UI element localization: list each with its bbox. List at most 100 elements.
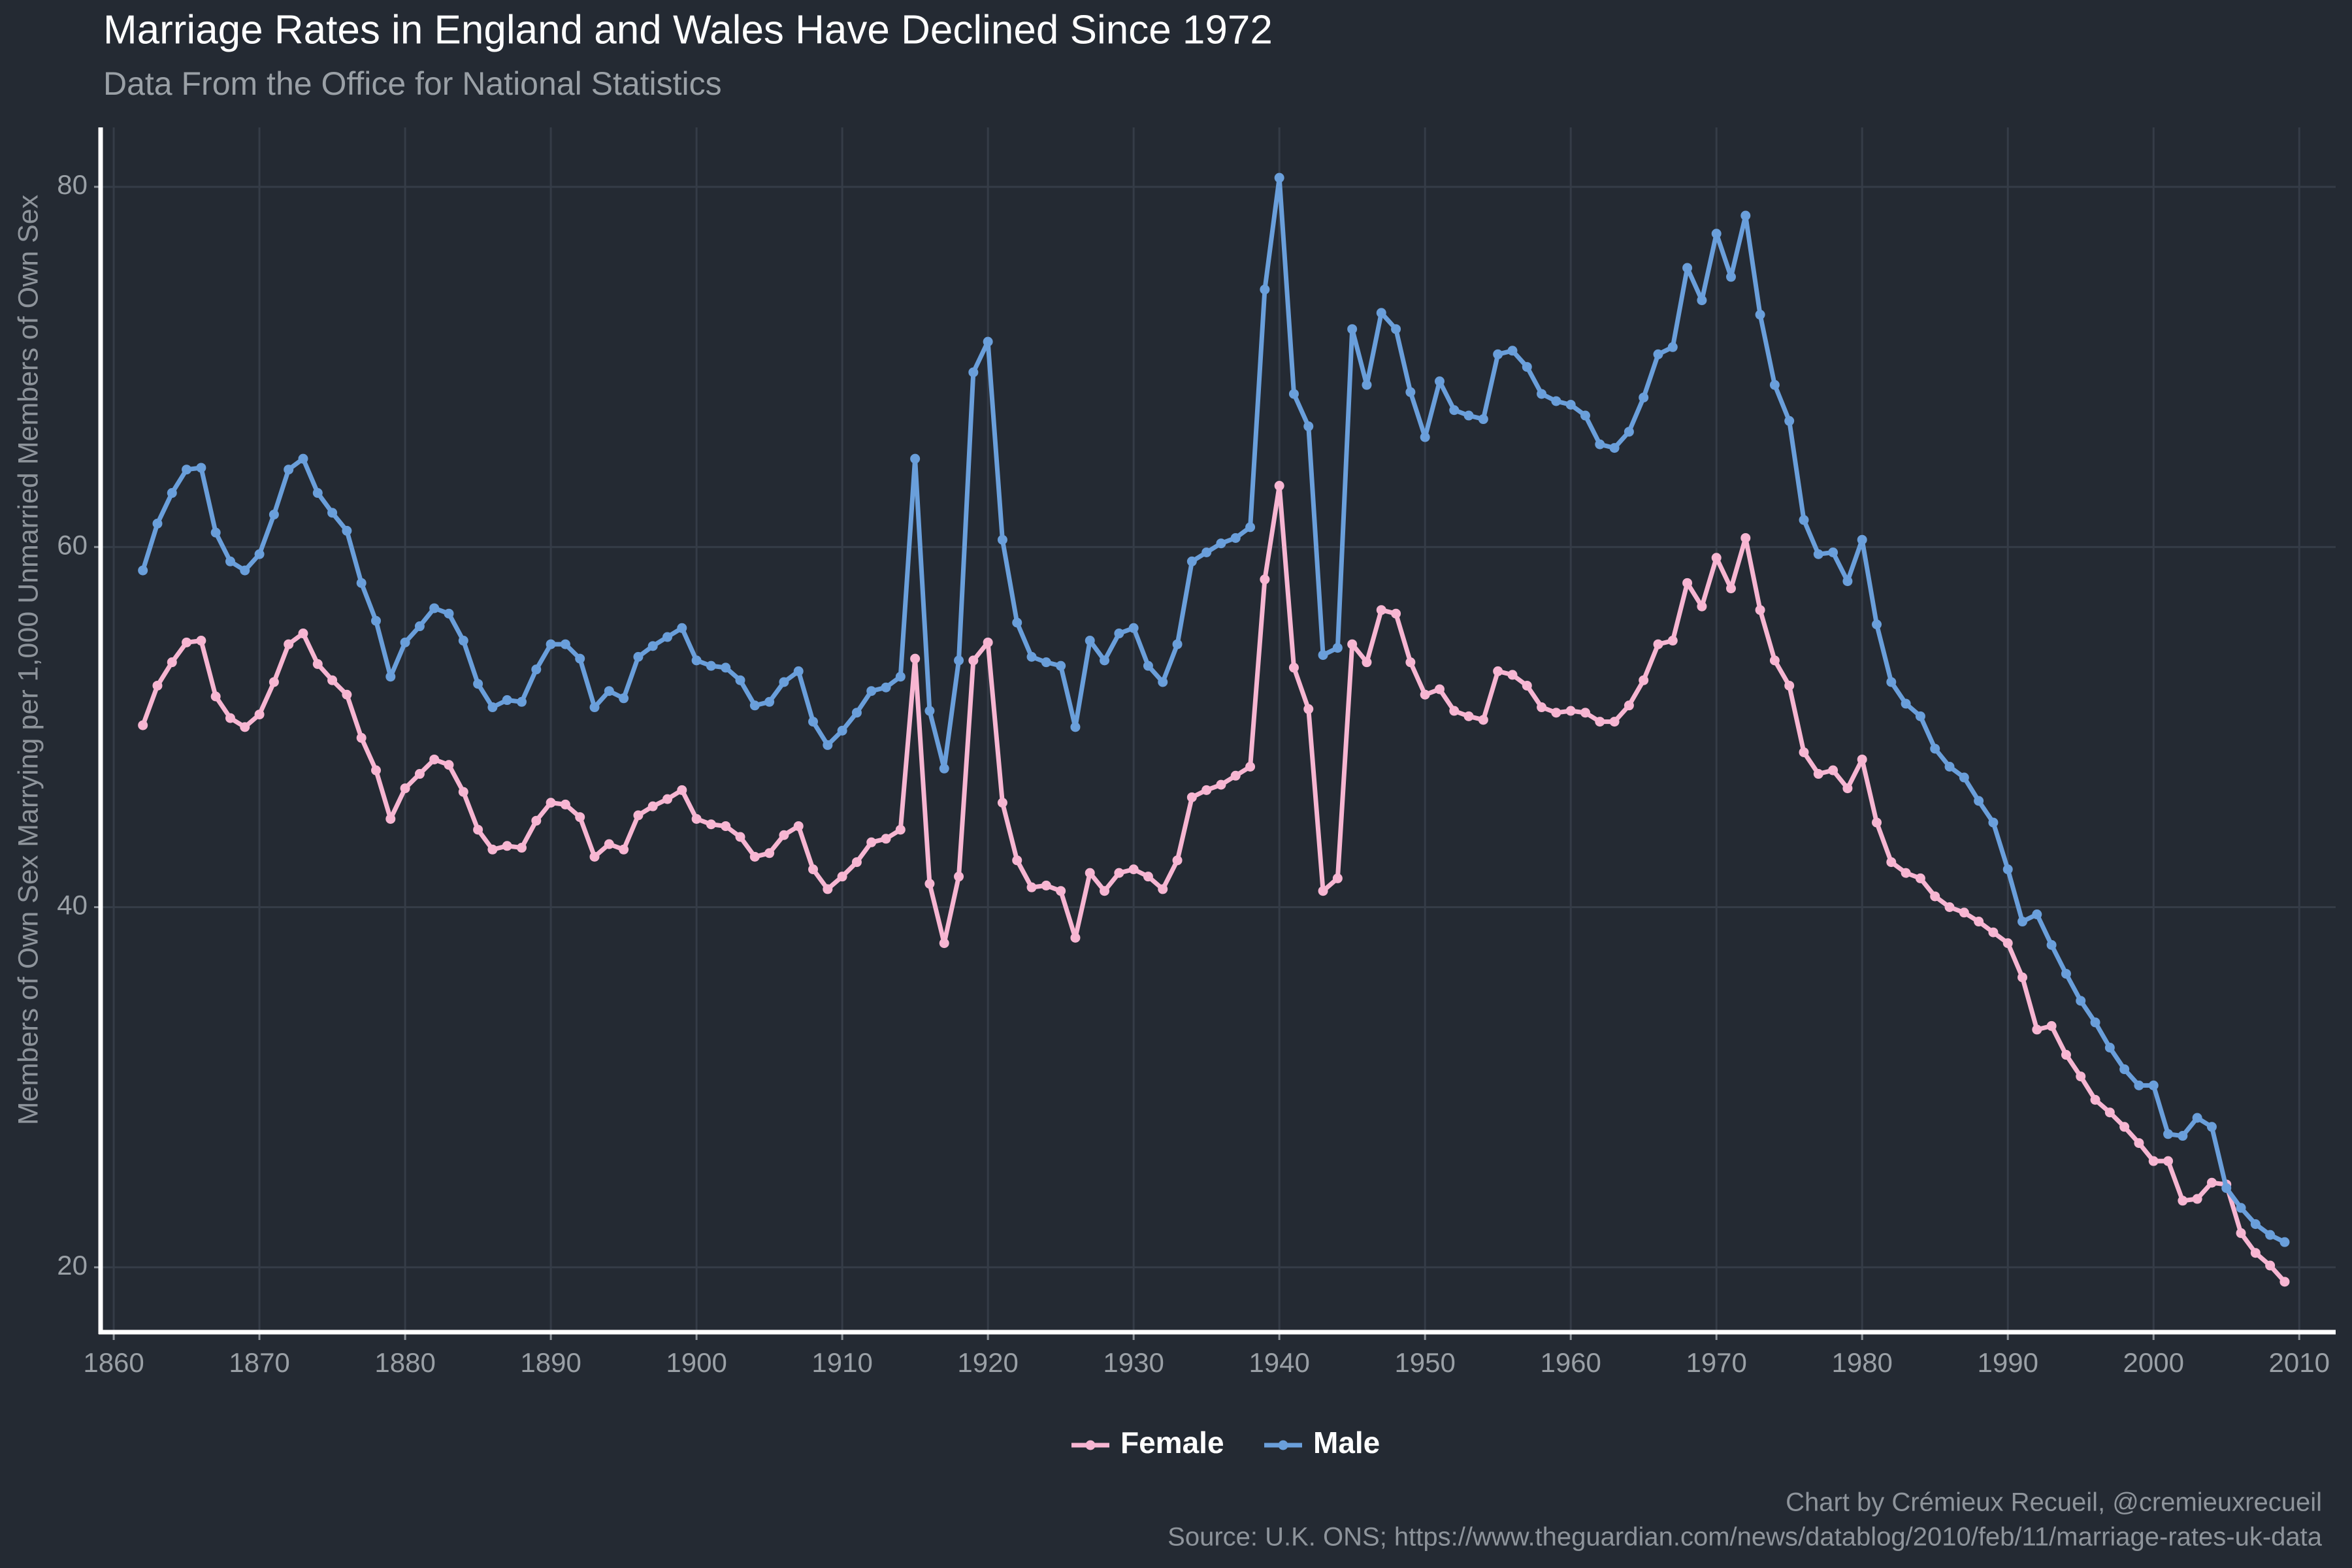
- point: [487, 702, 498, 713]
- point: [706, 661, 716, 671]
- x-tick-label: 1880: [374, 1347, 435, 1378]
- point: [1478, 414, 1488, 425]
- y-tick-label: 20: [57, 1250, 88, 1281]
- point: [1769, 655, 1780, 666]
- point: [312, 488, 323, 498]
- point: [1799, 515, 1809, 525]
- point: [1915, 873, 1925, 883]
- point: [1026, 882, 1037, 892]
- point: [1478, 715, 1488, 725]
- point: [1041, 880, 1051, 890]
- point: [1653, 349, 1663, 359]
- point: [1580, 410, 1590, 421]
- point: [1726, 272, 1737, 282]
- point: [2206, 1122, 2217, 1132]
- x-tick-label: 1870: [229, 1347, 289, 1378]
- point: [2032, 1024, 2042, 1035]
- x-tick-label: 1960: [1540, 1347, 1601, 1378]
- point: [662, 632, 673, 642]
- point: [1216, 538, 1226, 549]
- point: [1245, 522, 1256, 532]
- point: [2061, 968, 2071, 979]
- x-tick-label: 1950: [1394, 1347, 1455, 1378]
- point: [983, 336, 993, 347]
- point: [546, 798, 556, 808]
- point: [429, 603, 440, 613]
- point: [1974, 796, 1984, 806]
- point: [1332, 873, 1343, 883]
- legend-label: Male: [1313, 1426, 1380, 1460]
- point: [1128, 864, 1139, 875]
- x-tick-label: 1930: [1103, 1347, 1164, 1378]
- point: [1056, 886, 1066, 896]
- point: [1085, 636, 1095, 646]
- point: [312, 659, 323, 669]
- x-tick-label: 1990: [1978, 1347, 2038, 1378]
- point: [342, 525, 352, 536]
- point: [167, 657, 177, 668]
- point: [2279, 1237, 2290, 1247]
- point: [2104, 1042, 2115, 1053]
- point: [356, 578, 367, 588]
- point: [691, 655, 702, 666]
- point: [1609, 443, 1620, 453]
- point: [473, 825, 483, 835]
- point: [284, 639, 294, 649]
- point: [2250, 1248, 2261, 1258]
- point: [1639, 392, 1649, 402]
- point: [1580, 708, 1590, 718]
- point: [2148, 1080, 2159, 1090]
- point: [2017, 917, 2028, 927]
- point: [939, 763, 949, 774]
- point: [1303, 421, 1314, 432]
- point: [1420, 432, 1430, 442]
- point: [2192, 1113, 2202, 1123]
- point: [1201, 547, 1212, 557]
- point: [1769, 380, 1780, 390]
- point: [196, 463, 206, 473]
- point: [2192, 1194, 2202, 1204]
- point: [1565, 399, 1576, 410]
- point: [517, 843, 527, 853]
- point: [298, 453, 308, 464]
- point: [1274, 481, 1284, 491]
- point: [1085, 868, 1095, 878]
- point: [924, 706, 935, 716]
- point: [1799, 747, 1809, 757]
- point: [1507, 346, 1518, 356]
- point: [1639, 675, 1649, 685]
- point: [1537, 389, 1547, 399]
- point: [400, 783, 410, 794]
- point: [370, 765, 381, 776]
- point: [1857, 534, 1867, 545]
- chart-subtitle: Data From the Office for National Statis…: [103, 65, 722, 102]
- point: [1872, 619, 1882, 630]
- point: [1362, 657, 1372, 668]
- legend-point: [1085, 1440, 1096, 1450]
- point: [1551, 396, 1561, 406]
- caption: Source: U.K. ONS; https://www.theguardia…: [1168, 1523, 2323, 1552]
- point: [1959, 772, 1969, 783]
- point: [1667, 636, 1678, 646]
- point: [1463, 410, 1474, 421]
- point: [269, 510, 279, 520]
- point: [2250, 1219, 2261, 1230]
- point: [210, 527, 221, 538]
- point: [225, 556, 235, 566]
- point: [1755, 310, 1765, 320]
- point: [2104, 1107, 2115, 1118]
- point: [793, 821, 804, 831]
- point: [517, 696, 527, 707]
- point: [1143, 872, 1153, 882]
- point: [823, 740, 833, 750]
- point: [808, 864, 819, 875]
- point: [2148, 1156, 2159, 1166]
- point: [560, 639, 570, 649]
- point: [1886, 677, 1897, 687]
- point: [1784, 416, 1795, 426]
- point: [1624, 427, 1634, 437]
- point: [1974, 917, 1984, 927]
- point: [414, 769, 425, 779]
- point: [546, 639, 556, 649]
- point: [2221, 1183, 2232, 1193]
